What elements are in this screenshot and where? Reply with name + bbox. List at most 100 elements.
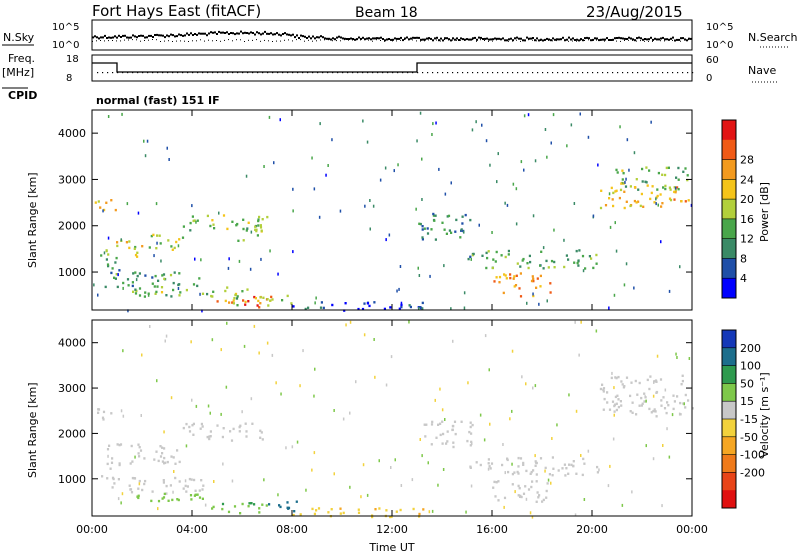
nsearch-point	[404, 39, 405, 40]
heatmap-noise-cell	[485, 139, 488, 143]
nave-point	[292, 72, 294, 74]
velocity-xlabel: Time UT	[368, 541, 414, 554]
heatmap-cell	[675, 176, 678, 179]
nsky-point	[618, 36, 620, 39]
heatmap-cell	[151, 490, 154, 493]
heatmap-cell	[505, 277, 508, 280]
heatmap-cell	[253, 295, 256, 299]
heatmap-noise-cell	[542, 246, 545, 250]
heatmap-cell	[518, 287, 521, 290]
heatmap-cell	[599, 387, 602, 391]
heatmap-noise-cell	[434, 398, 436, 402]
heatmap-noise-cell	[443, 264, 445, 268]
heatmap-noise-cell	[514, 490, 516, 494]
nsearch-point	[520, 40, 521, 42]
heatmap-noise-cell	[463, 306, 466, 310]
nsky-point	[146, 36, 148, 39]
nsky-point	[220, 31, 222, 34]
heatmap-noise-cell	[419, 438, 421, 441]
heatmap-noise-cell	[168, 158, 170, 161]
nave-point	[342, 72, 344, 74]
nsky-point	[386, 38, 388, 41]
heatmap-cell	[492, 258, 495, 261]
heatmap-cell	[292, 513, 295, 517]
heatmap-cell	[163, 456, 166, 460]
nsearch-point	[508, 40, 509, 42]
nsky-point	[326, 37, 328, 40]
heatmap-noise-cell	[172, 490, 174, 494]
nave-point	[367, 72, 369, 74]
heatmap-cell	[134, 271, 137, 274]
heatmap-cell	[208, 435, 211, 438]
heatmap-cell	[519, 494, 522, 498]
heatmap-noise-cell	[625, 262, 628, 266]
heatmap-cell	[461, 222, 464, 225]
nsky-point	[332, 37, 334, 40]
heatmap-cell	[648, 169, 651, 172]
heatmap-cell	[663, 407, 667, 410]
nsky-tick-bottom: 10^0	[52, 40, 79, 51]
nsky-point	[456, 37, 458, 40]
heatmap-cell	[259, 224, 262, 227]
nsky-point	[508, 38, 510, 41]
nsearch-point	[232, 40, 233, 42]
nsearch-point	[516, 39, 517, 41]
nsky-panel: N.Sky 10^5 10^0 10^5 10^0 N.Search	[2, 19, 798, 51]
heatmap-noise-cell	[253, 324, 256, 328]
heatmap-cell	[544, 466, 547, 470]
heatmap-cell	[610, 186, 613, 190]
nsky-point	[334, 38, 336, 41]
heatmap-cell	[517, 456, 520, 460]
heatmap-noise-cell	[487, 467, 490, 471]
heatmap-cell	[495, 481, 498, 484]
heatmap-cell	[550, 259, 554, 263]
heatmap-cell	[664, 187, 667, 191]
nsky-point	[138, 35, 140, 37]
heatmap-cell	[170, 245, 173, 248]
heatmap-noise-cell	[633, 286, 635, 290]
heatmap-cell	[654, 379, 658, 382]
heatmap-cell	[292, 305, 295, 308]
heatmap-noise-cell	[121, 112, 123, 116]
heatmap-noise-cell	[374, 375, 376, 379]
heatmap-noise-cell	[668, 289, 671, 293]
heatmap-cell	[681, 379, 684, 383]
nsky-point	[236, 32, 238, 35]
heatmap-cell	[106, 477, 109, 480]
heatmap-noise-cell	[478, 223, 480, 227]
nave-point	[172, 72, 174, 74]
heatmap-cell	[182, 487, 185, 490]
heatmap-cell	[606, 391, 609, 394]
heatmap-noise-cell	[573, 202, 576, 205]
nsky-point	[110, 36, 112, 39]
heatmap-noise-cell	[579, 112, 581, 116]
heatmap-cell	[672, 394, 675, 397]
nsky-point	[550, 39, 552, 42]
nave-point	[147, 72, 149, 74]
heatmap-cell	[575, 472, 578, 475]
nsearch-point	[164, 40, 165, 42]
nsearch-point	[536, 40, 537, 42]
nsky-point	[662, 36, 664, 39]
heatmap-cell	[239, 512, 242, 515]
heatmap-noise-cell	[170, 396, 173, 400]
nsky-point	[530, 37, 532, 40]
nsky-point	[548, 38, 550, 41]
heatmap-noise-cell	[400, 301, 403, 305]
nsearch-point	[652, 40, 653, 42]
colorbar-segment	[722, 401, 736, 420]
nave-point	[112, 72, 114, 74]
colorbar-segment	[722, 218, 736, 240]
heatmap-cell	[487, 462, 490, 465]
heatmap-cell	[532, 279, 535, 283]
heatmap-cell	[244, 303, 247, 306]
nave-point	[482, 72, 484, 74]
heatmap-noise-cell	[471, 128, 474, 132]
heatmap-cell	[602, 387, 606, 390]
heatmap-cell	[134, 245, 137, 249]
nsky-point	[230, 32, 232, 34]
nsky-point	[96, 36, 98, 39]
heatmap-cell	[157, 279, 160, 282]
heatmap-cell	[242, 239, 245, 242]
nsky-point	[452, 37, 454, 40]
